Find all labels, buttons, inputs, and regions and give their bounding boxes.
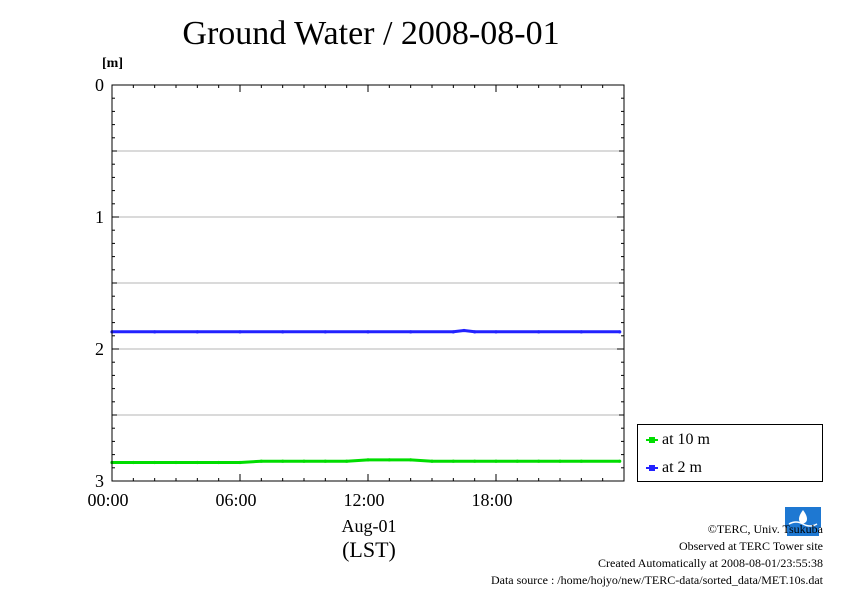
data-point (153, 460, 157, 465)
legend-label-2m: at 2 m (662, 459, 702, 476)
data-point (195, 460, 199, 465)
data-point (153, 330, 157, 334)
data-point (579, 330, 583, 334)
data-point (131, 460, 135, 465)
data-point (259, 459, 263, 463)
legend-swatch-2m (646, 465, 658, 471)
data-point (473, 459, 477, 463)
y-tick-label: 0 (95, 75, 104, 95)
data-point (174, 460, 178, 465)
data-point (281, 330, 285, 334)
data-point (238, 460, 242, 465)
legend-label-10m: at 10 m (662, 431, 710, 448)
data-source-text: Data source : /home/hojyo/new/TERC-data/… (490, 573, 823, 587)
grid-lines (112, 150, 624, 416)
data-point (366, 458, 370, 462)
legend-item-10m: at 10 m (646, 430, 710, 450)
data-point (387, 458, 391, 462)
data-point (537, 330, 541, 334)
data-point (409, 330, 413, 334)
data-point (451, 330, 455, 334)
data-point (430, 459, 434, 463)
x-tick-label: 12:00 (343, 490, 385, 510)
data-point (323, 330, 327, 334)
data-point (451, 459, 455, 463)
data-point (473, 330, 477, 334)
data-point (238, 330, 242, 334)
terc-logo-icon (785, 507, 821, 536)
data-point (409, 458, 413, 462)
data-point (281, 459, 285, 463)
data-point (494, 330, 498, 334)
data-point (494, 459, 498, 463)
legend-swatch-10m (646, 437, 658, 443)
data-point (366, 330, 370, 334)
axis-ticks (111, 84, 625, 482)
x-tick-label: 06:00 (215, 490, 257, 510)
data-point (323, 459, 327, 463)
credits-block: ©TERC, Univ. Tsukuba Observed at TERC To… (491, 521, 823, 589)
data-point (345, 459, 349, 463)
y-tick-label: 2 (95, 339, 104, 359)
data-point (537, 459, 541, 463)
series-line-1 (112, 329, 620, 334)
y-tick-label: 3 (95, 471, 104, 491)
observed-text: Observed at TERC Tower site (678, 539, 823, 553)
series-line-0 (112, 458, 620, 464)
copyright-text: ©TERC, Univ. Tsukuba (707, 522, 823, 536)
data-point (217, 460, 221, 465)
data-point (579, 459, 583, 463)
data-point (302, 459, 306, 463)
y-axis-unit-label: [m] (102, 56, 123, 71)
x-axis-date-label: Aug-01 (341, 516, 397, 536)
data-point (618, 459, 622, 463)
data-point (462, 328, 466, 333)
data-point (515, 459, 519, 463)
x-axis-title: (LST) (342, 537, 396, 562)
x-tick-label: 00:00 (87, 490, 129, 510)
x-tick-label: 18:00 (471, 490, 513, 510)
chart-title: Ground Water / 2008-08-01 (182, 15, 560, 52)
created-text: Created Automatically at 2008-08-01/23:5… (598, 556, 823, 570)
data-point (195, 330, 199, 334)
legend: at 10 m at 2 m (637, 424, 823, 482)
series-layer (110, 328, 622, 465)
y-tick-label: 1 (95, 207, 104, 227)
data-point (618, 330, 622, 334)
legend-item-2m: at 2 m (646, 458, 702, 478)
data-point (558, 459, 562, 463)
